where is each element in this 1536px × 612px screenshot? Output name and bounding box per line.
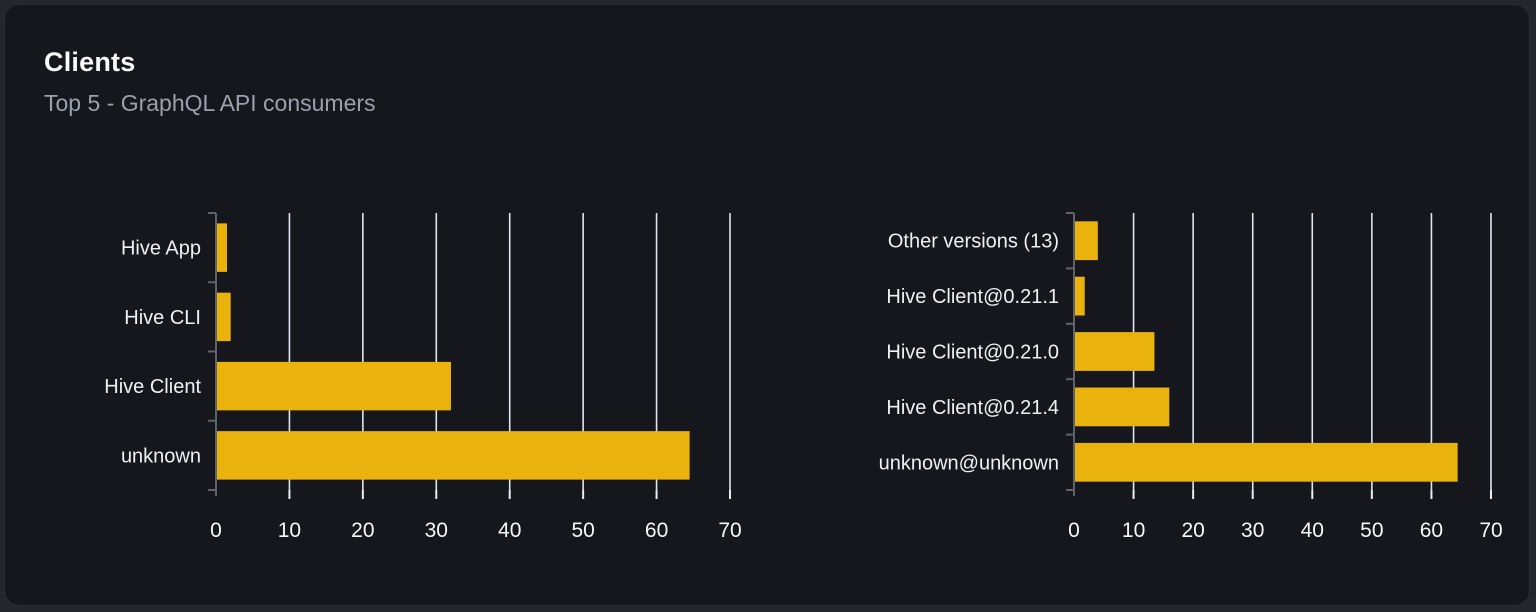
card-subtitle: Top 5 - GraphQL API consumers (44, 90, 376, 116)
x-axis-label: 20 (1181, 519, 1204, 542)
category-label: Hive Client@0.21.0 (886, 342, 1059, 364)
x-axis-label: 30 (425, 519, 448, 542)
x-axis-label: 50 (1360, 519, 1383, 542)
bar-hive-client-0-21-0[interactable] (1074, 332, 1155, 371)
bar-unknown[interactable] (216, 431, 690, 480)
x-axis-label: 30 (1241, 519, 1264, 542)
bar-hive-client-0-21-1[interactable] (1074, 276, 1085, 316)
x-axis-label: 70 (1479, 519, 1502, 542)
x-axis-label: 0 (1068, 519, 1080, 542)
x-axis-label: 60 (1420, 519, 1443, 542)
x-axis-label: 50 (571, 519, 594, 542)
x-axis-label: 20 (351, 519, 374, 542)
category-label: Hive Client@0.21.4 (886, 397, 1059, 419)
category-label: Hive CLI (124, 307, 201, 329)
x-axis-label: 10 (278, 519, 301, 542)
category-label: unknown@unknown (879, 452, 1059, 474)
bar-hive-client[interactable] (216, 361, 451, 411)
clients-by-name-chart: Hive App Hive CLI Hive Client unknown 0 10 20 3… (104, 212, 742, 542)
clients-card: Clients Top 5 - GraphQL API consumers Hi… (4, 4, 1530, 606)
bar-hive-app[interactable] (216, 223, 228, 272)
card-header: Clients Top 5 - GraphQL API consumers (44, 45, 376, 117)
card-title: Clients (44, 47, 136, 77)
x-axis-label: 0 (210, 519, 222, 542)
category-label: Hive App (121, 238, 201, 260)
bar-other-versions-13[interactable] (1074, 221, 1098, 261)
category-label: Hive Client@0.21.1 (886, 286, 1059, 308)
category-label: Hive Client (104, 376, 201, 398)
bar-hive-client-0-21-4[interactable] (1074, 387, 1170, 427)
x-axis-label: 10 (1122, 519, 1145, 542)
category-label: unknown (121, 445, 201, 467)
clients-by-version-chart: Other versions (13) Hive Client@0.21.1 Hiv… (879, 212, 1503, 542)
bar-hive-cli[interactable] (216, 292, 231, 342)
bar-unknown-unknown[interactable] (1074, 442, 1458, 482)
x-axis-label: 70 (718, 519, 741, 542)
x-axis-label: 40 (1301, 519, 1324, 542)
x-axis-label: 60 (645, 519, 668, 542)
category-label: Other versions (13) (888, 231, 1059, 253)
x-axis-label: 40 (498, 519, 521, 542)
